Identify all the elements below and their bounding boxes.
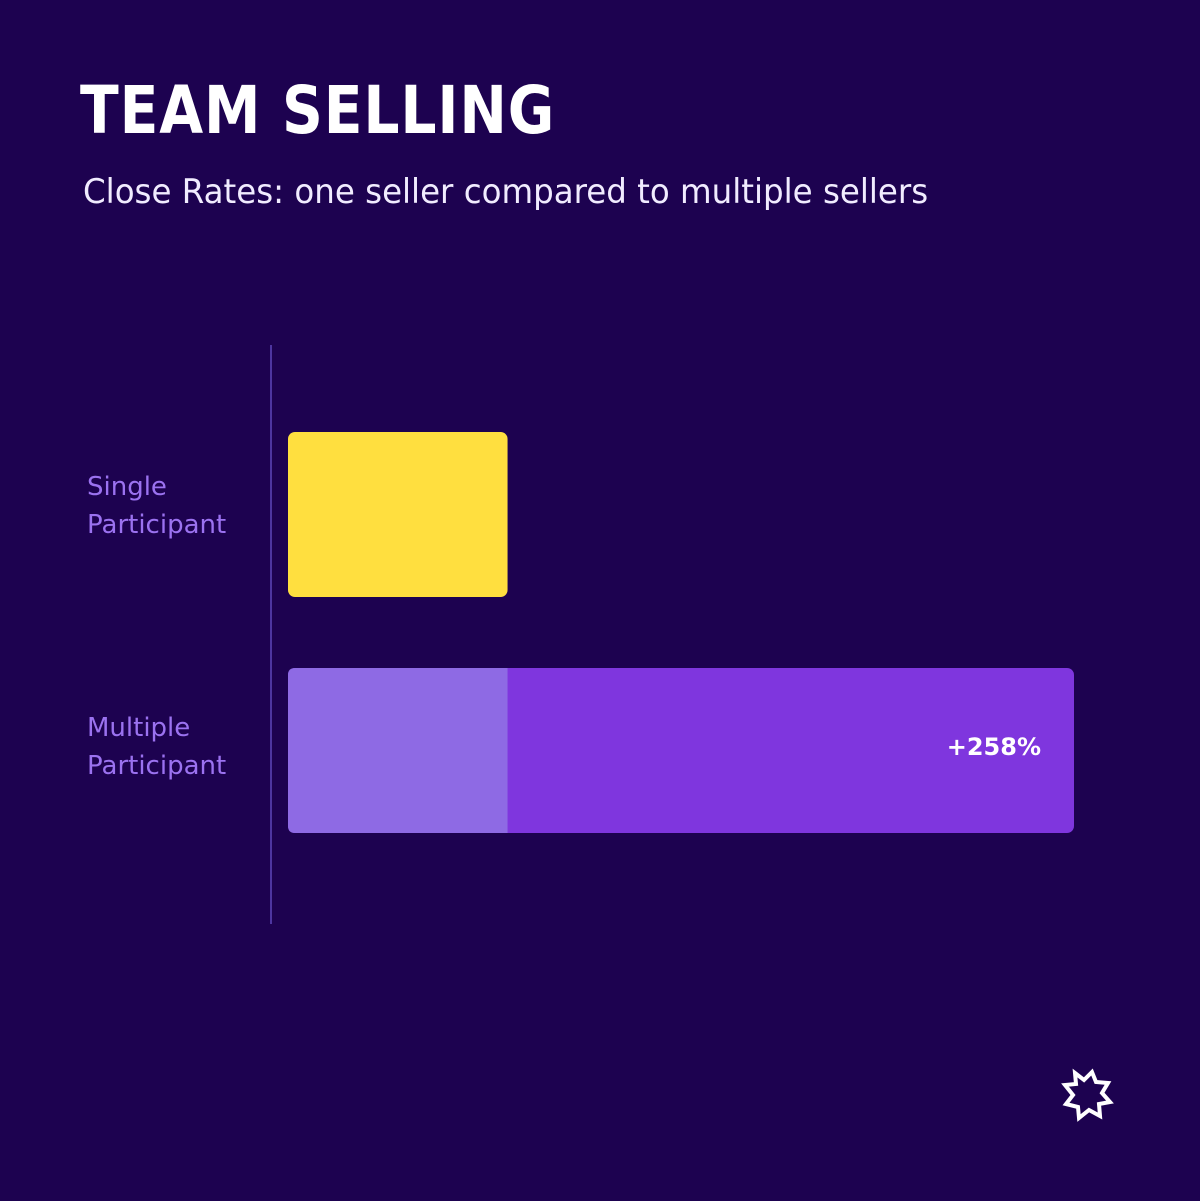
category-label-single-participant: Single Participant xyxy=(87,468,257,544)
category-label-line: Multiple xyxy=(87,713,191,743)
bar-multiple-baseline-segment xyxy=(288,668,508,833)
chart-subtitle: Close Rates: one seller compared to mult… xyxy=(83,172,929,212)
category-label-multiple-participant: Multiple Participant xyxy=(87,709,257,785)
data-label-multiple-participant: +258% xyxy=(947,733,1041,761)
bar-single-participant xyxy=(288,432,508,597)
category-label-line: Participant xyxy=(87,751,227,781)
category-label-line: Participant xyxy=(87,510,227,540)
category-label-line: Single xyxy=(87,472,167,502)
starburst-logo-icon xyxy=(1061,1068,1114,1122)
chart-title: TEAM SELLING xyxy=(80,72,556,149)
